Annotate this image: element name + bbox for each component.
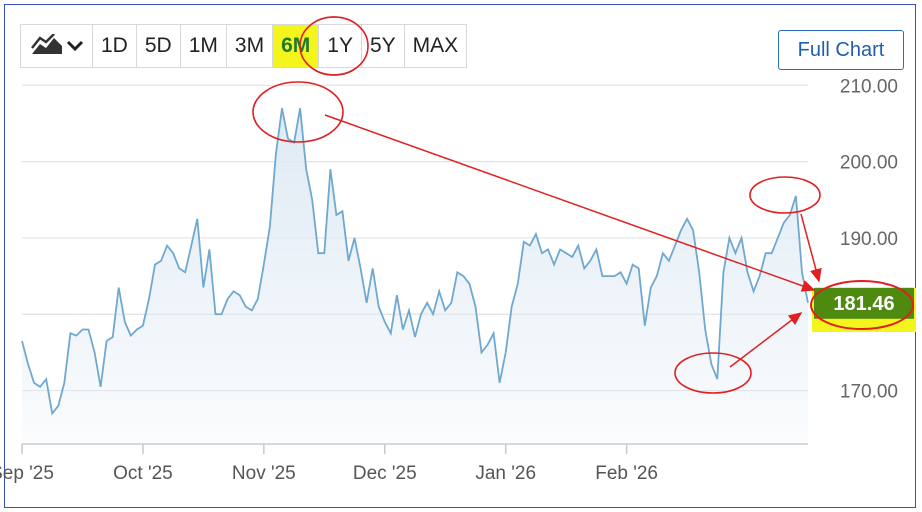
full-chart-button[interactable]: Full Chart: [778, 30, 904, 70]
range-1y-button[interactable]: 1Y: [319, 25, 362, 67]
range-6m-button[interactable]: 6M: [273, 25, 320, 67]
range-5y-button[interactable]: 5Y: [362, 25, 405, 67]
chevron-down-icon: [66, 40, 83, 52]
chart-type-button[interactable]: [21, 25, 93, 67]
chart-widget: [4, 4, 916, 508]
range-1d-button[interactable]: 1D: [93, 25, 137, 67]
mountain-chart-icon: [30, 34, 62, 54]
range-1m-button[interactable]: 1M: [181, 25, 227, 67]
range-toolbar: 1D 5D 1M 3M 6M 1Y 5Y MAX: [20, 24, 468, 68]
range-3m-button[interactable]: 3M: [227, 25, 274, 67]
range-max-button[interactable]: MAX: [412, 34, 459, 57]
range-5d-button[interactable]: 5D: [137, 25, 181, 67]
